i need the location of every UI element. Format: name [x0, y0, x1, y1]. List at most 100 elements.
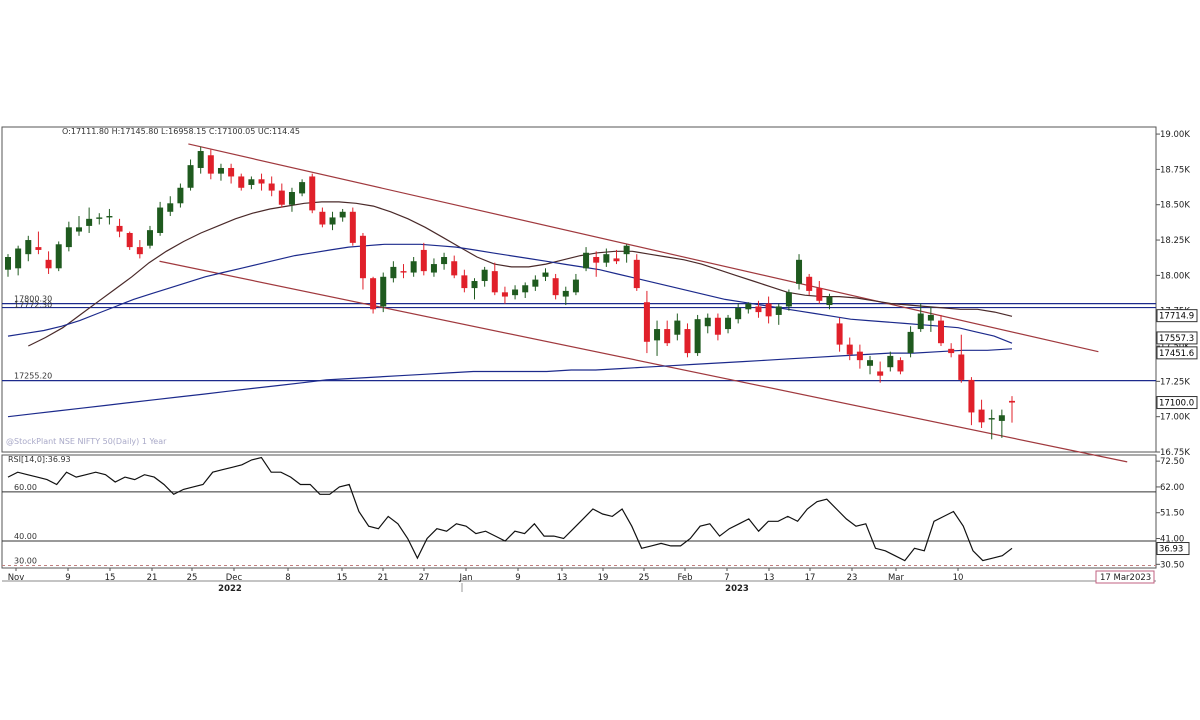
candle-body [228, 167, 235, 177]
candle-body [785, 292, 792, 307]
candle-body [25, 240, 32, 255]
candle-body [846, 344, 853, 355]
candle-body [745, 303, 752, 310]
price-value-box [1156, 396, 1198, 410]
candle-body [268, 183, 275, 191]
candle-body [968, 379, 975, 413]
ohlc-header: O:17111.80 H:17145.80 L:16958.15 C:17100… [62, 127, 300, 136]
price-y-tick-label: 18.75K [1160, 165, 1190, 175]
candle-body [593, 257, 600, 263]
candle-body [877, 371, 884, 376]
candle-body [177, 187, 184, 204]
candle-body [106, 216, 113, 218]
price-value-label: 17557.3 [1159, 334, 1194, 344]
candle-body [481, 269, 488, 282]
candle-body [75, 227, 82, 232]
candle-body [836, 323, 843, 345]
rsi-layer: 60.00 40.00 30.00 [2, 456, 1156, 567]
candle-body [1009, 400, 1015, 403]
candle-body [370, 278, 377, 310]
candle-body [441, 257, 448, 265]
trendline-lower [159, 260, 1128, 463]
moving-average-MA-medium [7, 243, 1013, 344]
year-label: 2023 [725, 584, 749, 594]
candle-body [86, 218, 93, 226]
x-tick-label: 9 [65, 573, 70, 583]
price-value-label: 17451.6 [1159, 349, 1194, 359]
x-tick-label: 25 [187, 573, 198, 583]
candle-body [562, 290, 569, 297]
date-box [1095, 570, 1155, 584]
rsi-level-label: 40.00 [14, 532, 37, 541]
level-label: 17800.30 [14, 295, 52, 304]
candle-body [207, 155, 214, 174]
price-value-box [1156, 331, 1198, 345]
candle-body [96, 217, 103, 219]
candle-body [907, 331, 914, 354]
x-tick-label: 19 [598, 573, 609, 583]
candle-body [583, 252, 590, 269]
candle-body [420, 249, 427, 272]
rsi-value-label: 36.93 [1159, 545, 1183, 555]
x-tick-label: Mar [888, 573, 905, 583]
x-tick-label: Nov [8, 573, 25, 583]
x-tick-label: 21 [147, 573, 158, 583]
candle-body [400, 271, 407, 273]
moving-average-MA-short [28, 201, 1013, 347]
x-tick-label: 17 [805, 573, 816, 583]
price-panel-frame [1, 126, 1157, 453]
date-label: 17 Mar2023 [1100, 573, 1151, 583]
rsi-y-tick-label: 30.50 [1160, 560, 1184, 570]
candle-body [55, 244, 62, 269]
candle-body [146, 230, 153, 246]
candle-body [643, 302, 650, 342]
candle-body [248, 179, 255, 185]
candle-body [725, 317, 732, 330]
candle-body [938, 320, 945, 344]
candle-body [136, 247, 143, 255]
candle-body [65, 227, 72, 248]
rsi-y-tick-label: 62.00 [1160, 483, 1184, 493]
x-tick-label: 15 [105, 573, 116, 583]
candle-body [664, 329, 671, 344]
candle-body [288, 192, 295, 205]
level-label: 17772.30 [14, 301, 52, 310]
year-label: 2022 [218, 584, 242, 594]
candle-body [339, 211, 346, 218]
candle-body [430, 264, 437, 273]
x-tick-label: Jan [458, 573, 472, 583]
candle-body [948, 348, 955, 354]
rsi-line [7, 456, 1013, 562]
moving-average-MA-long [7, 348, 1013, 418]
candle-body [167, 203, 174, 212]
x-tick-label: 7 [724, 573, 729, 583]
price-y-tick-label: 18.00K [1160, 271, 1190, 281]
x-tick-label: Dec [226, 573, 243, 583]
candle-body [217, 167, 224, 174]
candle-body [735, 307, 742, 320]
candle-body [512, 289, 519, 296]
candle-body [796, 259, 803, 284]
candle-body [299, 182, 306, 194]
x-tick-label: 15 [337, 573, 348, 583]
candle-body [45, 259, 52, 269]
x-tick-label: Feb [677, 573, 692, 583]
candle-body [826, 296, 833, 306]
rsi-legend: RSI[14,0]:36.93 [8, 455, 71, 464]
rsi-value-box [1156, 542, 1190, 556]
candle-body [897, 360, 904, 372]
candle-body [238, 176, 245, 188]
rsi-panel-frame [1, 454, 1157, 569]
candle-body [15, 248, 22, 269]
x-tick-label: 9 [515, 573, 520, 583]
candle-body [978, 409, 985, 423]
trendline-upper [188, 143, 1099, 353]
candle-body [552, 278, 559, 296]
candle-body [522, 285, 529, 293]
candle-body [775, 306, 782, 315]
candle-body [633, 259, 640, 289]
price-y-tick-label: 19.00K [1160, 130, 1190, 140]
x-tick-label: 25 [639, 573, 650, 583]
